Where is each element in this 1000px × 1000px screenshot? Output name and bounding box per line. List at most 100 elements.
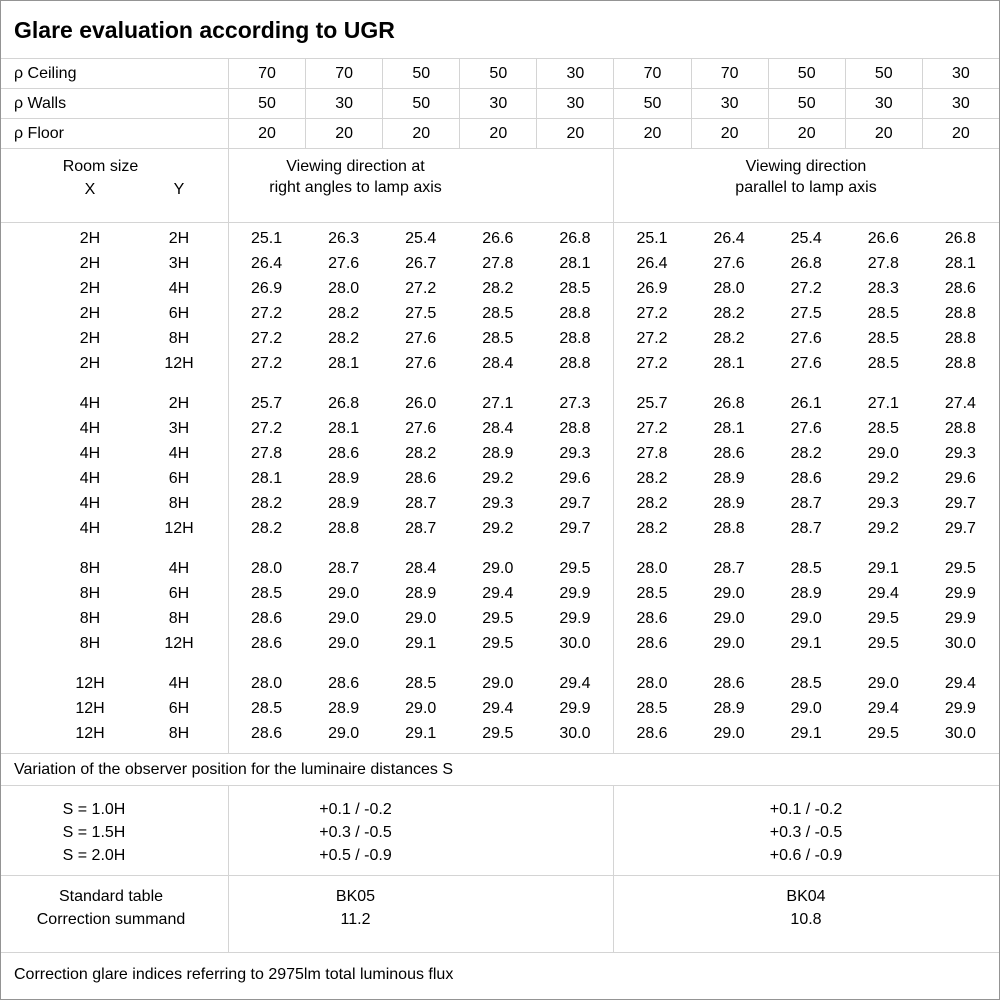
room-size-y: 12H: [164, 634, 194, 652]
ugr-value-perpendicular: 27.6: [405, 419, 437, 437]
reflectance-value: 50: [767, 89, 845, 118]
ugr-value-perpendicular: 28.2: [250, 494, 283, 512]
room-size-y: 4H: [168, 444, 190, 462]
ugr-value-perpendicular: 28.4: [482, 419, 514, 437]
ugr-value-perpendicular: 28.9: [405, 584, 437, 602]
room-size-cell: 8H 8H: [1, 606, 228, 631]
room-size-y: 12H: [164, 519, 194, 537]
ugr-value-perpendicular: 28.2: [328, 329, 360, 347]
reflectance-row: ρ Ceiling 70 70 50 50 30 70 70 50 50 30: [1, 59, 999, 89]
room-size-x: 12H: [75, 724, 105, 742]
room-size-x: 12H: [75, 699, 105, 717]
ugr-value-parallel: 28.0: [636, 559, 668, 577]
ugr-value-parallel: 28.2: [636, 469, 668, 487]
ugr-value-perpendicular: 29.0: [405, 609, 437, 627]
ugr-value-perpendicular: 29.0: [405, 699, 437, 717]
ugr-value-perpendicular: 29.2: [482, 519, 514, 537]
ugr-value-parallel: 28.7: [790, 519, 822, 537]
ugr-row: 2H 2H 25.1 26.3 25.4 26.6 26.8 25.1 26.4 25.4 26.6…: [1, 226, 999, 251]
s-labels: S = 1.0H S = 1.5H S = 2.0H: [1, 798, 187, 867]
room-size-cell: 2H 6H: [1, 301, 228, 326]
ugr-value-parallel: 28.6: [790, 469, 822, 487]
s-variation-section: S = 1.0H S = 1.5H S = 2.0H +0.1 / -0.2 +0.3…: [1, 786, 999, 876]
ugr-value-perpendicular: 29.3: [559, 444, 591, 462]
ugr-value-parallel: 29.5: [867, 634, 899, 652]
ugr-value-perpendicular: 29.7: [559, 519, 591, 537]
s-perpendicular-values: +0.1 / -0.2 +0.3 / -0.5 +0.5 / -0.9: [228, 798, 613, 867]
reflectance-value: 70: [690, 59, 768, 88]
ugr-value-perpendicular: 29.6: [559, 469, 591, 487]
ugr-value-parallel: 29.4: [944, 674, 976, 692]
reflectance-value: 70: [305, 59, 382, 88]
room-size-x: 4H: [79, 519, 101, 537]
ugr-value-parallel: 29.9: [944, 609, 976, 627]
ugr-value-perpendicular: 28.7: [405, 494, 437, 512]
reflectance-value: 20: [921, 119, 999, 149]
s-perpendicular-value: +0.5 / -0.9: [319, 847, 392, 864]
room-size-y: 6H: [168, 584, 190, 602]
room-size-y: 4H: [168, 674, 190, 692]
room-size-x: 2H: [79, 279, 101, 297]
room-size-cell: 8H 6H: [1, 581, 228, 606]
ugr-row: 4H 2H 25.7 26.8 26.0 27.1 27.3 25.7 26.8 26.1 27.1…: [1, 391, 999, 416]
ugr-value-perpendicular: 28.2: [250, 519, 283, 537]
reflectance-value: 20: [690, 119, 768, 149]
ugr-value-parallel: 28.6: [636, 609, 668, 627]
standard-table-label: Standard table: [58, 888, 164, 905]
ugr-value-perpendicular: 28.6: [328, 674, 360, 692]
ugr-value-parallel: 28.5: [867, 304, 899, 322]
reflectance-value: 30: [690, 89, 768, 118]
ugr-value-perpendicular: 30.0: [559, 724, 591, 742]
ugr-value-perpendicular: 28.8: [328, 519, 360, 537]
x-header: X: [84, 181, 96, 198]
ugr-row: 12H 6H 28.5 28.9 29.0 29.4 29.9 28.5 28.9 29.0 29.…: [1, 696, 999, 721]
room-size-y: 12H: [164, 354, 194, 372]
ugr-value-perpendicular: 28.1: [328, 354, 360, 372]
ugr-value-perpendicular: 28.7: [405, 519, 437, 537]
perpendicular-header-line1: Viewing direction at: [286, 158, 425, 175]
ugr-value-perpendicular: 27.8: [250, 444, 283, 462]
ugr-value-perpendicular: 28.1: [328, 419, 360, 437]
column-divider: [228, 786, 229, 875]
ugr-value-perpendicular: 28.9: [482, 444, 514, 462]
ugr-value-perpendicular: 28.6: [250, 609, 283, 627]
ugr-group: 2H 2H 25.1 26.3 25.4 26.6 26.8 25.1 26.4 25.4 26.6…: [1, 226, 999, 376]
ugr-value-parallel: 29.9: [944, 584, 976, 602]
reflectance-value: 50: [459, 59, 536, 88]
y-header: Y: [173, 181, 185, 198]
room-size-x: 8H: [79, 634, 101, 652]
ugr-value-parallel: 28.5: [867, 329, 899, 347]
room-size-cell: 12H 8H: [1, 721, 228, 746]
ugr-row: 12H 8H 28.6 29.0 29.1 29.5 30.0 28.6 29.0 29.1 29.…: [1, 721, 999, 746]
ugr-value-perpendicular: 28.8: [559, 419, 591, 437]
ugr-value-perpendicular: 28.1: [250, 469, 283, 487]
perpendicular-standard-values: BK05 11.2: [228, 885, 613, 931]
ugr-value-parallel: 26.8: [713, 394, 745, 412]
ugr-value-parallel: 27.2: [790, 279, 822, 297]
ugr-value-parallel: 28.9: [790, 584, 822, 602]
ugr-value-perpendicular: 29.0: [328, 634, 360, 652]
ugr-value-perpendicular: 29.0: [482, 674, 514, 692]
ugr-value-perpendicular: 27.8: [482, 254, 514, 272]
ugr-value-perpendicular: 27.6: [405, 354, 437, 372]
ugr-value-parallel: 28.8: [944, 304, 976, 322]
ugr-value-parallel: 28.6: [944, 279, 976, 297]
ugr-value-perpendicular: 28.8: [559, 329, 591, 347]
ugr-value-perpendicular: 25.7: [250, 394, 283, 412]
ugr-value-parallel: 29.1: [867, 559, 899, 577]
ugr-value-parallel: 28.6: [713, 444, 745, 462]
reflectance-value: 20: [767, 119, 845, 149]
ugr-value-parallel: 28.6: [636, 634, 668, 652]
reflectance-row-label: ρ Ceiling: [14, 64, 77, 82]
room-size-x: 2H: [79, 329, 101, 347]
room-size-y: 8H: [168, 609, 190, 627]
ugr-value-parallel: 28.5: [790, 559, 822, 577]
ugr-value-perpendicular: 27.6: [328, 254, 360, 272]
room-size-cell: 2H 3H: [1, 251, 228, 276]
s-perpendicular-value: +0.3 / -0.5: [319, 824, 392, 841]
room-size-x: 2H: [79, 229, 101, 247]
reflectance-value: 30: [921, 89, 999, 118]
reflectance-value: 50: [613, 89, 690, 118]
ugr-value-parallel: 28.2: [713, 304, 745, 322]
reflectance-value: 30: [536, 89, 613, 118]
